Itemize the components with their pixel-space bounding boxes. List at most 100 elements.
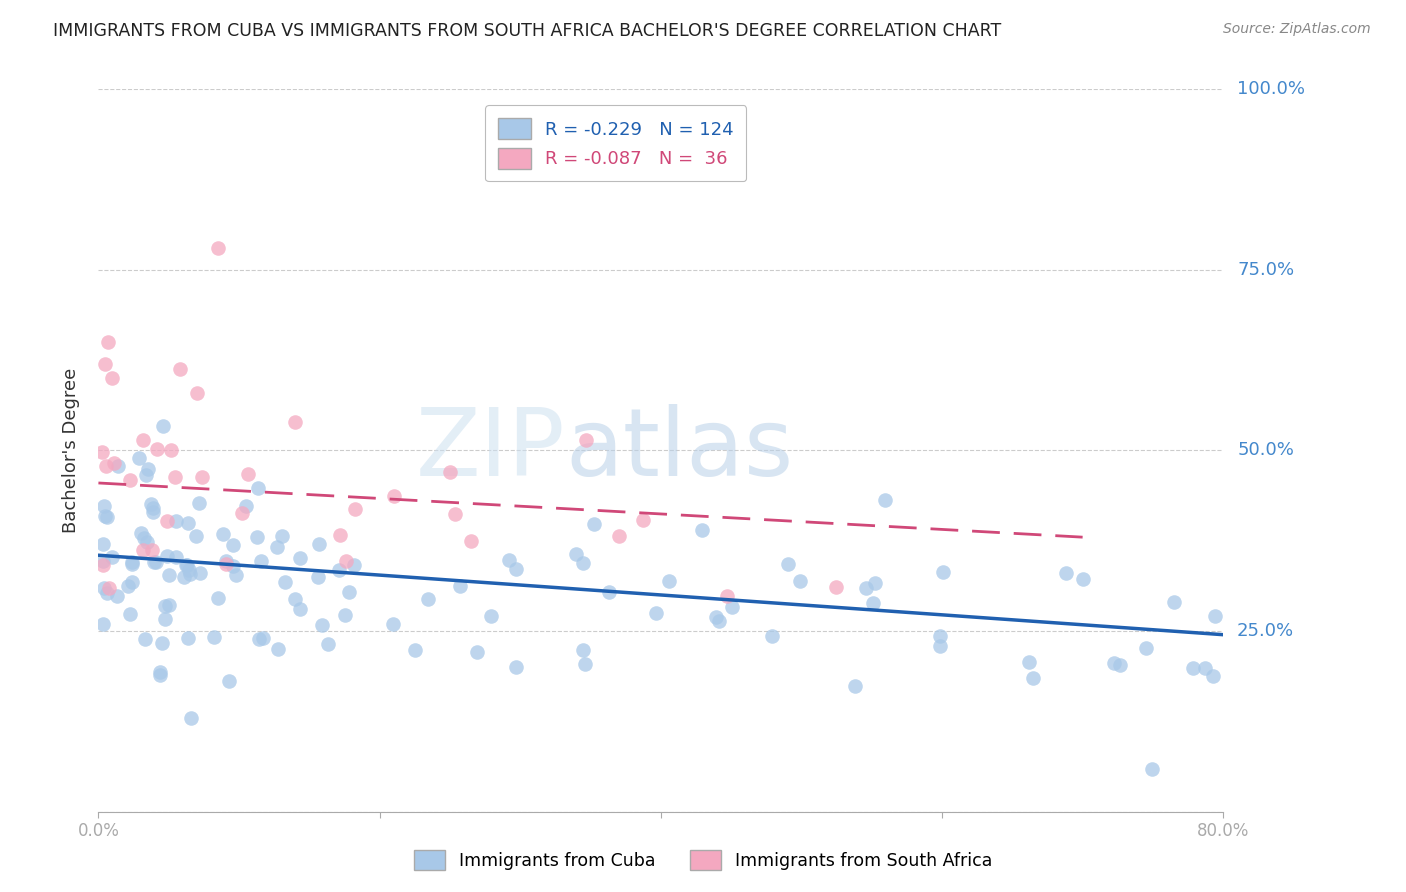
Point xyxy=(498,552,520,566)
Point xyxy=(235,500,257,514)
Point xyxy=(118,473,141,487)
Text: Source: ZipAtlas.com: Source: ZipAtlas.com xyxy=(1223,22,1371,37)
Point xyxy=(94,357,117,371)
Point xyxy=(105,589,128,603)
Legend: Immigrants from Cuba, Immigrants from South Africa: Immigrants from Cuba, Immigrants from So… xyxy=(405,841,1001,879)
Point xyxy=(929,639,952,653)
Point xyxy=(121,575,143,590)
Point xyxy=(707,614,730,628)
Point xyxy=(789,574,811,588)
Point xyxy=(1054,566,1077,581)
Point xyxy=(186,386,208,401)
Point xyxy=(1182,661,1205,675)
Point xyxy=(252,632,274,646)
Point xyxy=(343,501,366,516)
Text: atlas: atlas xyxy=(565,404,793,497)
Text: 50.0%: 50.0% xyxy=(1237,442,1294,459)
Point xyxy=(101,549,124,564)
Point xyxy=(250,553,273,567)
Point xyxy=(342,558,364,573)
Point xyxy=(129,526,152,541)
Point xyxy=(439,465,461,479)
Point xyxy=(156,549,179,564)
Point xyxy=(132,434,155,448)
Point xyxy=(163,470,186,484)
Point xyxy=(246,530,269,544)
Point xyxy=(91,445,114,459)
Point xyxy=(333,607,356,622)
Point xyxy=(176,632,198,646)
Point xyxy=(153,611,176,625)
Point xyxy=(132,543,155,558)
Point xyxy=(180,711,202,725)
Text: ZIP: ZIP xyxy=(416,404,565,497)
Point xyxy=(1204,609,1226,624)
Point xyxy=(631,513,654,527)
Point xyxy=(136,461,159,475)
Point xyxy=(266,642,288,657)
Point xyxy=(120,607,142,622)
Point xyxy=(1202,669,1225,683)
Point xyxy=(862,596,884,610)
Point xyxy=(776,558,799,572)
Point xyxy=(658,574,681,588)
Point xyxy=(307,570,329,584)
Point xyxy=(404,643,426,657)
Point xyxy=(97,581,120,595)
Text: 100.0%: 100.0% xyxy=(1237,80,1305,98)
Point xyxy=(311,617,333,632)
Point xyxy=(290,550,312,565)
Point xyxy=(121,558,143,572)
Point xyxy=(1109,657,1132,672)
Point xyxy=(176,558,198,572)
Point xyxy=(93,500,115,514)
Point xyxy=(844,679,866,693)
Point xyxy=(274,574,297,589)
Point xyxy=(460,534,482,549)
Point xyxy=(157,567,180,582)
Point xyxy=(177,516,200,530)
Point xyxy=(290,602,312,616)
Point xyxy=(155,514,177,528)
Point xyxy=(931,565,953,579)
Point xyxy=(721,599,744,614)
Point xyxy=(121,555,143,569)
Point xyxy=(91,558,114,573)
Point xyxy=(103,456,125,470)
Point xyxy=(1071,572,1094,586)
Point xyxy=(339,585,361,599)
Point xyxy=(575,434,598,448)
Point xyxy=(117,579,139,593)
Point xyxy=(1163,595,1185,609)
Point xyxy=(134,632,156,647)
Point xyxy=(449,579,471,593)
Point xyxy=(177,564,200,578)
Point xyxy=(207,241,229,255)
Point xyxy=(96,509,118,524)
Point xyxy=(153,599,176,613)
Point xyxy=(149,665,172,679)
Point xyxy=(247,632,270,647)
Point xyxy=(169,361,191,376)
Point xyxy=(335,554,357,568)
Point xyxy=(135,467,157,482)
Point xyxy=(101,371,124,385)
Point xyxy=(91,537,114,551)
Point xyxy=(1018,655,1040,669)
Point xyxy=(141,501,163,516)
Point xyxy=(236,467,259,481)
Point xyxy=(93,581,115,595)
Point xyxy=(270,529,292,543)
Point xyxy=(141,542,163,557)
Point xyxy=(207,591,229,606)
Point xyxy=(266,540,288,554)
Point xyxy=(572,556,595,570)
Point xyxy=(145,555,167,569)
Point xyxy=(146,442,169,456)
Point xyxy=(176,558,198,572)
Text: 75.0%: 75.0% xyxy=(1237,260,1295,279)
Text: IMMIGRANTS FROM CUBA VS IMMIGRANTS FROM SOUTH AFRICA BACHELOR'S DEGREE CORRELATI: IMMIGRANTS FROM CUBA VS IMMIGRANTS FROM … xyxy=(53,22,1001,40)
Point xyxy=(218,673,240,688)
Point xyxy=(505,659,527,673)
Point xyxy=(222,538,245,552)
